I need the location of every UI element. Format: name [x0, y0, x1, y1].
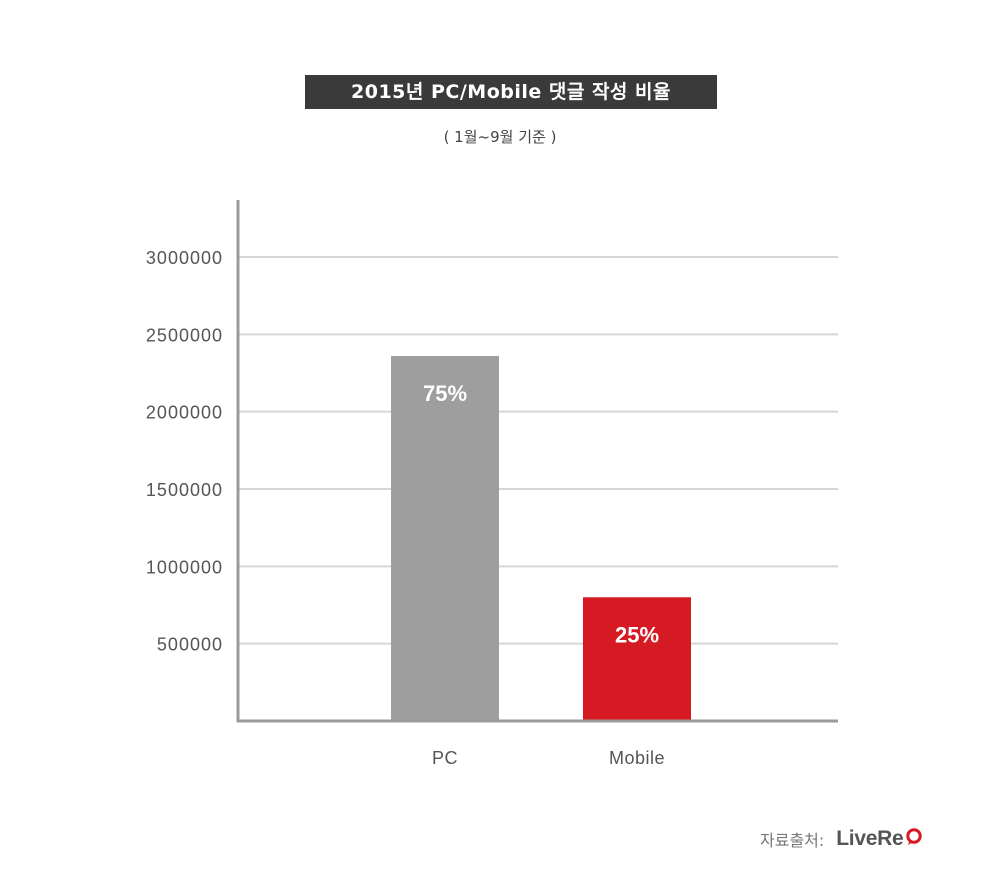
y-tick-label: 2500000	[146, 325, 223, 345]
y-tick-label: 3000000	[146, 248, 223, 268]
chart-title: 2015년 PC/Mobile 댓글 작성 비율	[305, 75, 717, 109]
bar-mobile	[583, 597, 691, 721]
x-tick-label: Mobile	[609, 748, 665, 768]
data-label: 25%	[615, 622, 659, 647]
bar-pc	[391, 355, 499, 721]
brand-name: LiveRe	[836, 827, 904, 850]
source-label: 자료출처:	[760, 831, 825, 850]
data-label: 75%	[423, 381, 467, 406]
speech-bubble-icon	[905, 828, 923, 850]
source-credit: 자료출처: LiveRe	[760, 824, 923, 854]
x-tick-label: PC	[432, 748, 458, 768]
chart-subtitle: ( 1월~9월 기준 )	[443, 128, 557, 146]
y-tick-label: 1500000	[146, 480, 223, 500]
y-tick-label: 2000000	[146, 403, 223, 423]
y-tick-label: 1000000	[146, 557, 223, 577]
y-tick-label: 500000	[157, 635, 223, 655]
